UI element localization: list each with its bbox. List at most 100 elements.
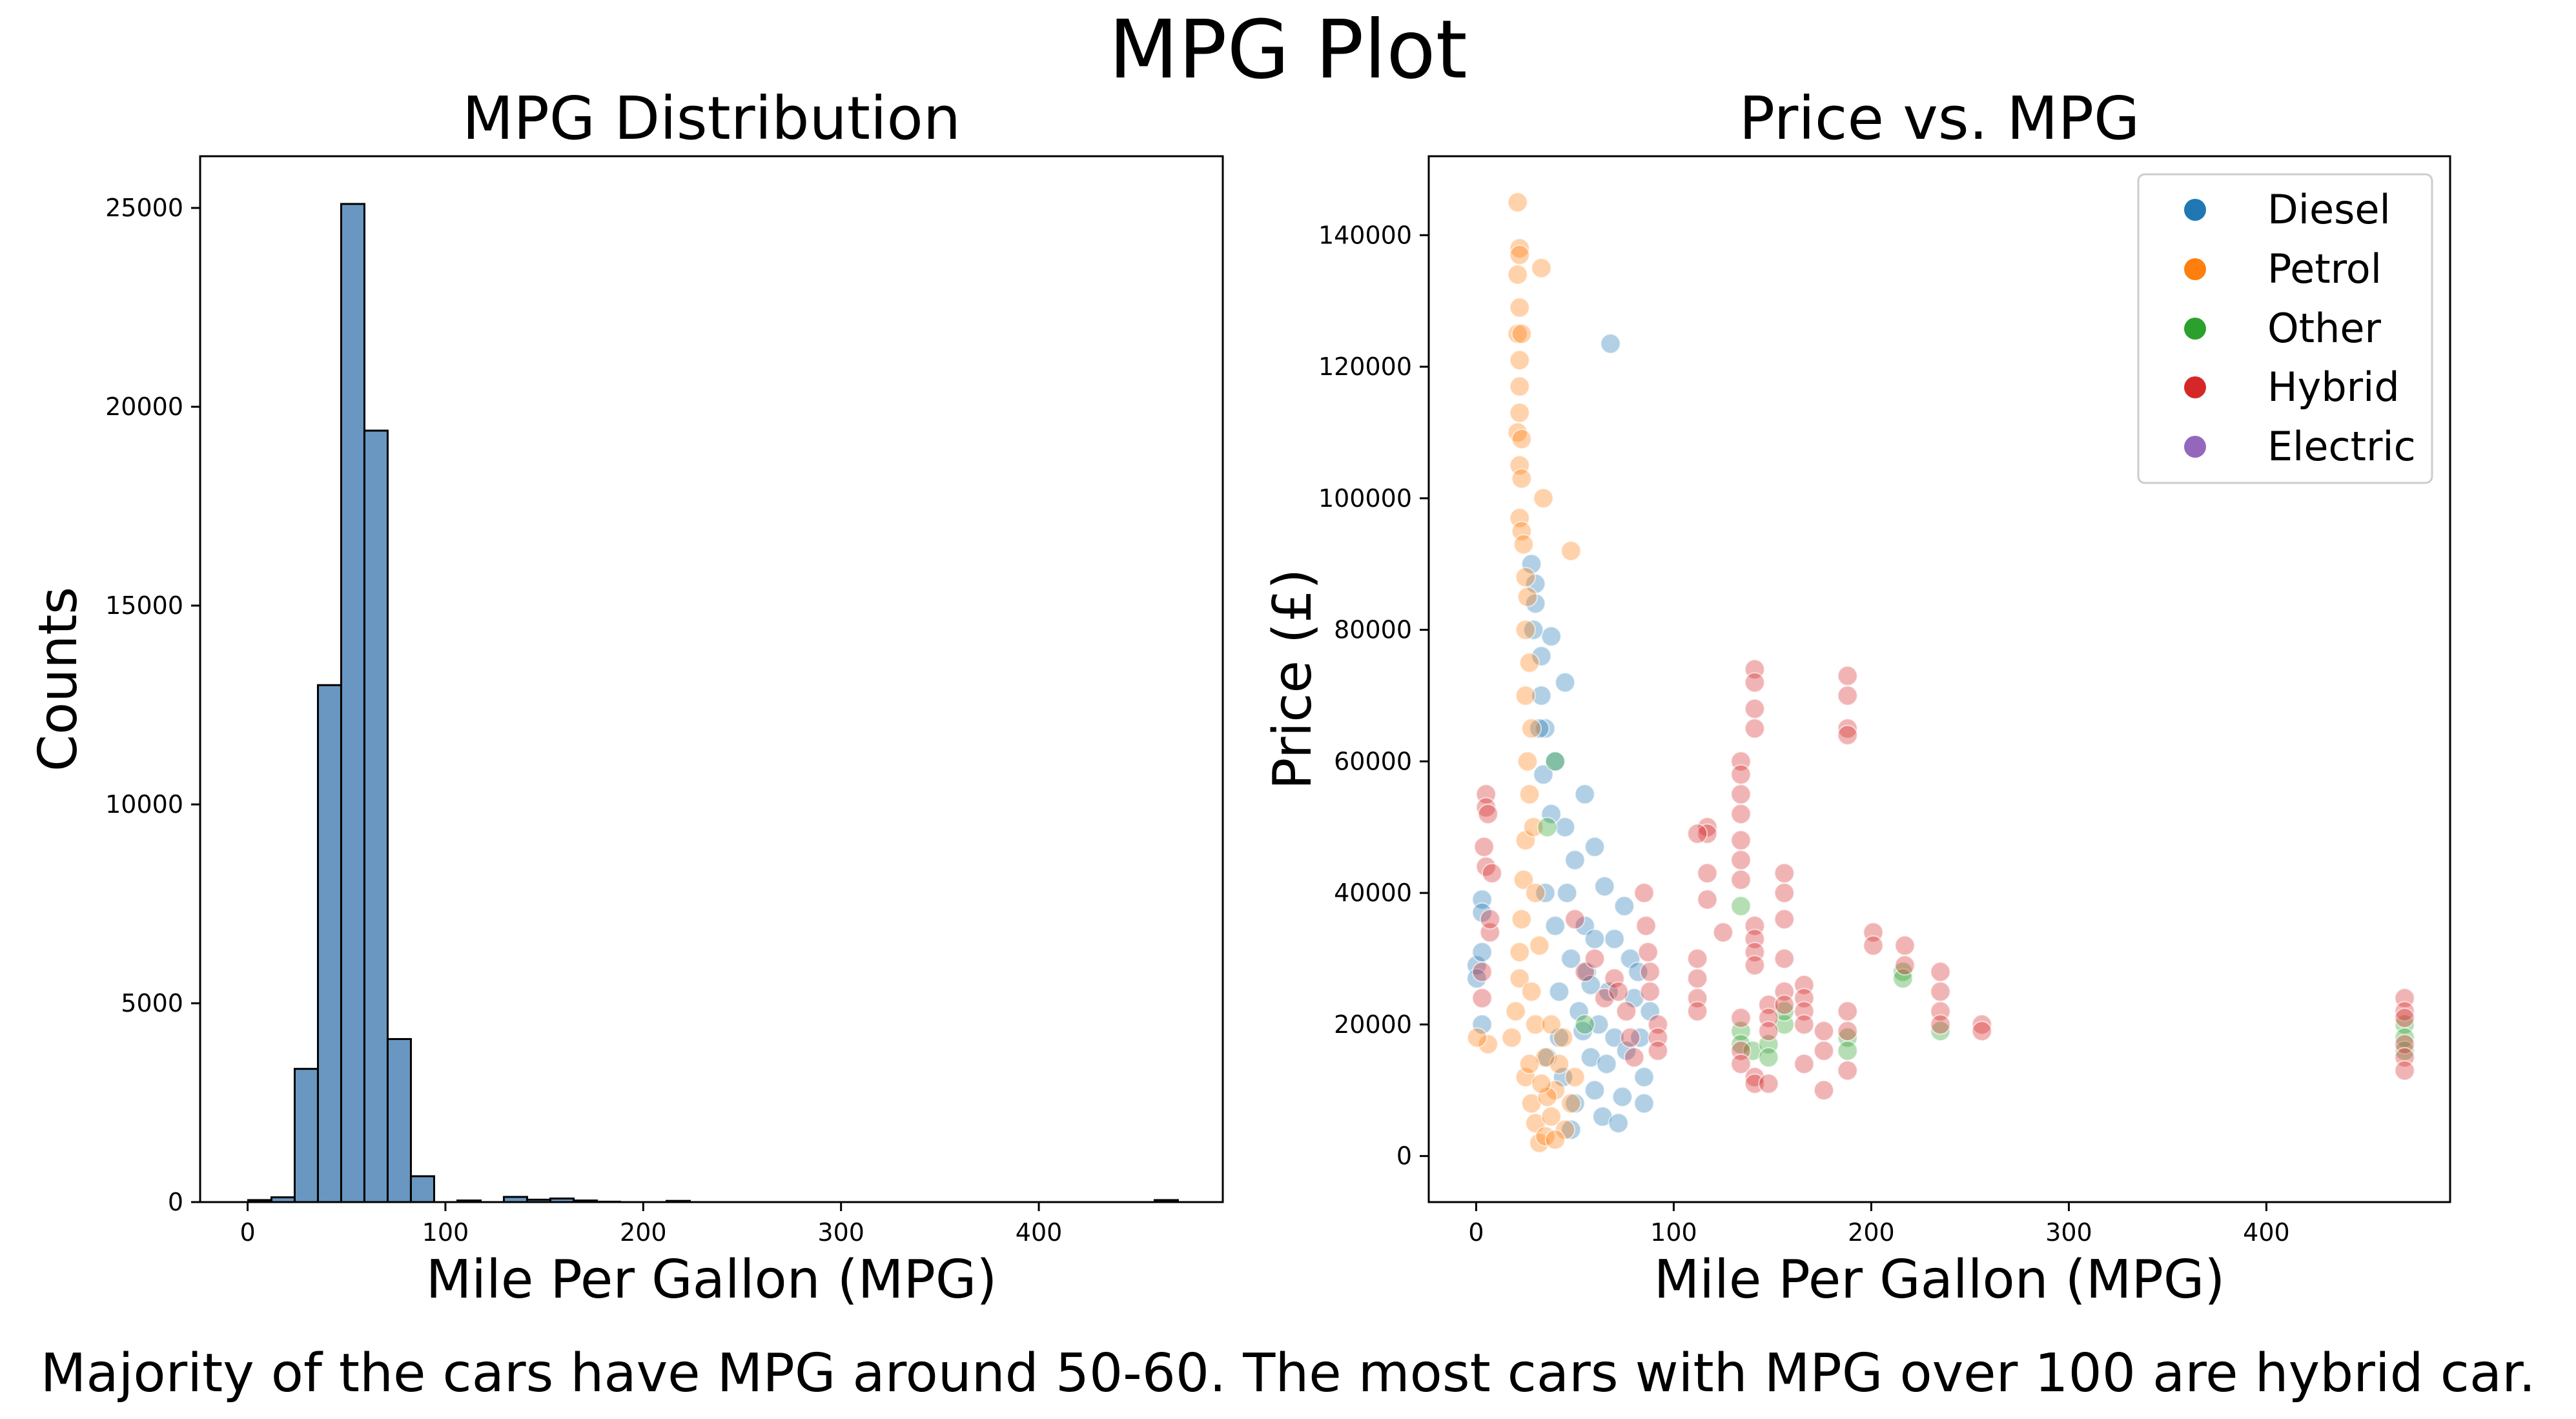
series-hybrid: [1471, 658, 2415, 1101]
scatter-point: [1758, 1073, 1779, 1094]
scatter-point: [1794, 1054, 1815, 1075]
scatter-point: [1687, 823, 1708, 844]
scatter-point: [1515, 685, 1536, 706]
scatter-point: [1774, 863, 1795, 884]
y-tick-label: 20000: [1334, 1010, 1412, 1039]
scatter-point: [1930, 1014, 1951, 1035]
x-tick-label: 400: [1016, 1218, 1063, 1247]
scatter-point: [1744, 672, 1765, 693]
scatter-point: [1544, 1129, 1566, 1150]
scatter-point: [1813, 1079, 1834, 1101]
legend-entry-other: Other: [2184, 305, 2382, 352]
hist-chart: MPG Distribution 0 100 200 300 400 0 5000 1000…: [28, 84, 1224, 1311]
scatter-point: [1584, 948, 1606, 970]
scatter-point: [1837, 724, 1858, 746]
scatter-point: [1466, 1027, 1487, 1048]
legend-marker-petrol: [2184, 258, 2206, 280]
scatter-point: [1837, 665, 1858, 686]
scatter-point: [1540, 626, 1562, 647]
hist-bar: [409, 1175, 435, 1203]
scatter-point: [1515, 1067, 1536, 1088]
scatter-point: [1477, 803, 1498, 824]
scatter-point: [1837, 1021, 1858, 1042]
scatter-point: [1813, 1040, 1834, 1061]
scatter-point: [1971, 1021, 1992, 1042]
scatter-point: [1471, 941, 1493, 963]
scatter-point: [1687, 948, 1708, 970]
scatter-point: [1517, 586, 1538, 607]
hist-y-label: Counts: [28, 587, 89, 771]
scatter-point: [1501, 1027, 1522, 1048]
scatter-point: [1930, 961, 1951, 983]
hist-bar: [340, 203, 365, 1203]
scatter-point: [1584, 836, 1606, 857]
legend-entry-hybrid: Hybrid: [2184, 363, 2400, 411]
y-tick-label: 15000: [105, 591, 183, 620]
x-tick-label: 300: [817, 1218, 864, 1247]
y-tick-label: 80000: [1334, 616, 1412, 644]
legend-label-other: Other: [2267, 305, 2382, 352]
scatter-point: [1837, 718, 1858, 739]
scatter-point: [1509, 244, 1530, 265]
scatter-point: [1507, 422, 1528, 443]
scatter-point: [1580, 974, 1601, 995]
scatter-point: [1564, 1067, 1586, 1088]
scatter-point: [1509, 376, 1530, 397]
scatter-point: [1730, 1054, 1752, 1075]
scatter-point: [1515, 830, 1536, 851]
scatter-point: [1560, 1093, 1582, 1114]
scatter-point: [1553, 1067, 1574, 1088]
legend-label-diesel: Diesel: [2267, 186, 2391, 233]
scatter-point: [1513, 869, 1534, 890]
x-tick-label: 0: [240, 1218, 255, 1247]
y-tick-label: 20000: [105, 393, 183, 421]
scatter-point: [1730, 803, 1752, 824]
scatter-point: [1560, 948, 1582, 970]
y-tick-label: 25000: [105, 194, 183, 222]
scatter-point: [1540, 803, 1562, 824]
scatter-point: [1971, 1014, 1992, 1035]
scatter-point: [1794, 1014, 1815, 1035]
scatter-point: [1535, 1046, 1556, 1068]
scatter-point: [1513, 534, 1534, 555]
y-tick-label: 60000: [1334, 747, 1412, 775]
figure-caption: Majority of the cars have MPG around 50-…: [41, 1343, 2536, 1404]
x-tick-label: 100: [422, 1218, 469, 1247]
scatter-point: [1574, 784, 1595, 805]
scatter-point: [1758, 1021, 1779, 1042]
scatter-axes-frame: [1427, 155, 2451, 1203]
scatter-point: [1509, 349, 1530, 371]
scatter-point: [1624, 988, 1645, 1009]
x-tick-label: 0: [1468, 1218, 1484, 1247]
scatter-chart: Price vs. MPG 0 100 200 300 400 0 20000 40000 6…: [1262, 84, 2451, 1311]
hist-bar: [316, 684, 342, 1203]
scatter-point: [1615, 1001, 1637, 1022]
scatter-point: [1471, 988, 1493, 1009]
scatter-point: [2394, 1007, 2415, 1028]
scatter-point: [1613, 895, 1635, 917]
scatter-point: [1537, 1086, 1558, 1107]
scatter-point: [1774, 948, 1795, 970]
scatter-point: [2394, 1060, 2415, 1081]
scatter-point: [1471, 1014, 1493, 1035]
scatter-point: [1560, 1119, 1582, 1140]
scatter-point: [1639, 961, 1661, 983]
scatter-point: [1697, 863, 1718, 884]
scatter-point: [1531, 1073, 1552, 1094]
scatter-point: [1837, 685, 1858, 706]
scatter-point: [1477, 1034, 1498, 1055]
scatter-point: [1531, 685, 1552, 706]
scatter-point: [1511, 429, 1532, 450]
legend-marker-hybrid: [2184, 376, 2206, 398]
scatter-point: [1620, 1027, 1641, 1048]
hist-x-ticks: 0 100 200 300 400: [240, 1202, 1062, 1247]
scatter-point: [1525, 1014, 1546, 1035]
y-tick-label: 0: [1396, 1142, 1412, 1170]
scatter-point: [1574, 1014, 1595, 1035]
scatter-point: [1637, 941, 1659, 963]
scatter-point: [1548, 981, 1569, 1002]
y-tick-label: 140000: [1318, 221, 1412, 249]
scatter-point: [1620, 948, 1641, 970]
scatter-point: [1608, 1112, 1629, 1134]
